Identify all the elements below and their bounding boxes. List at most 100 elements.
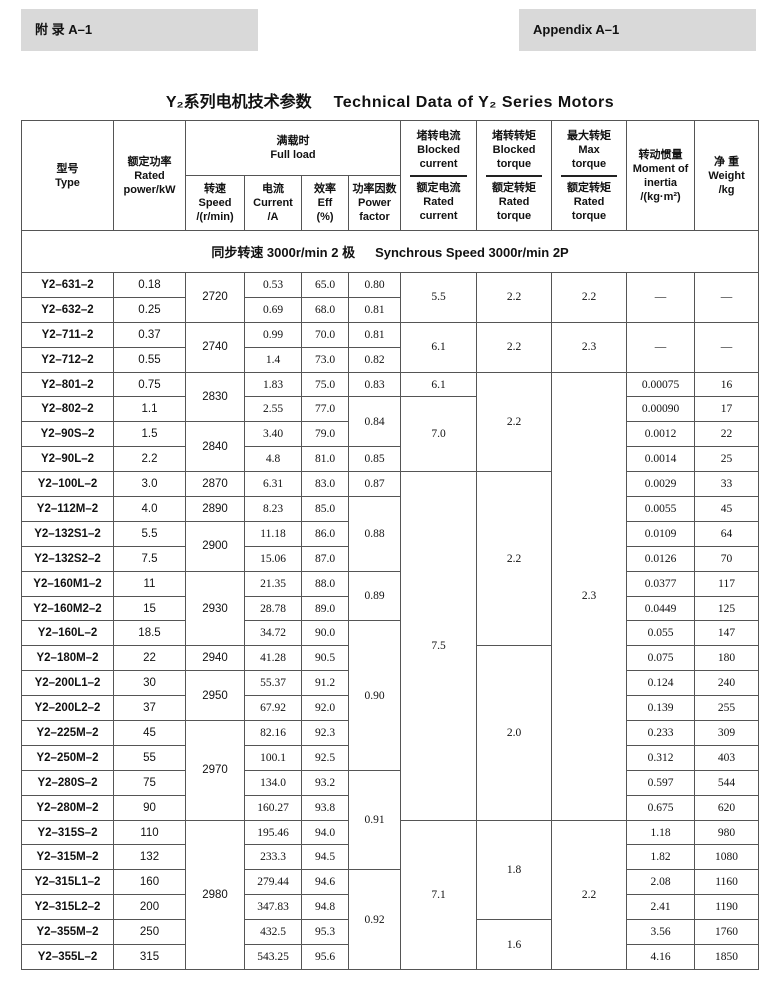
- cell-speed: 2980: [185, 819, 245, 970]
- cell-type: Y2–132S2–2: [21, 545, 114, 572]
- cell-eff: 90.5: [301, 645, 349, 672]
- cell-eff: 93.2: [301, 769, 349, 796]
- table-row: Y2–355M–2 250 432.5 95.3 1.6 3.56 1760: [21, 919, 760, 970]
- cell-power-factor: 0.85: [347, 446, 402, 473]
- appendix-label-cn: 附 录 A–1: [21, 9, 258, 51]
- table-row: Y2–90L–2 2.2 4.8 81.0 0.85 0.0014 25: [21, 446, 760, 473]
- cell-inertia: 0.312: [626, 744, 696, 771]
- cell-inertia: 0.0449: [626, 595, 696, 622]
- cell-eff: 77.0: [301, 396, 349, 423]
- cell-inertia: 0.0055: [626, 496, 696, 522]
- cell-inertia: —: [626, 321, 696, 373]
- cell-power: 315: [113, 944, 186, 970]
- cell-inertia: 0.124: [626, 670, 696, 697]
- header-blocked-current: 堵转电流 Blocked current 额定电流 Rated current: [400, 120, 478, 231]
- cell-type: Y2–200L2–2: [21, 695, 114, 722]
- cell-blocked-torque: 2.2: [476, 272, 553, 323]
- table-row: Y2–712–2 0.55 1.4 73.0 0.82: [21, 346, 759, 373]
- cell-blocked-current: 7.5: [400, 471, 478, 821]
- header-full-load: 满载时 Full load: [184, 120, 402, 176]
- table-row: Y2–711–2 0.37 2740 0.99 70.0 0.81 6.1 2.2 2.3— —: [21, 321, 760, 373]
- cell-current: 8.23: [244, 496, 302, 522]
- fraction-bar: [486, 174, 542, 177]
- cell-power: 75: [113, 769, 186, 796]
- cell-type: Y2–355M–2: [21, 919, 114, 946]
- cell-eff: 65.0: [301, 272, 349, 298]
- cell-power-factor: 0.92: [347, 869, 402, 970]
- cell-power: 90: [113, 794, 186, 821]
- cell-power: 45: [113, 720, 186, 746]
- cell-eff: 83.0: [301, 471, 349, 498]
- cell-type: Y2–132S1–2: [21, 520, 114, 547]
- header-speed: 转速 Speed/(r/min): [185, 175, 245, 231]
- cell-type: Y2–315M–2: [21, 844, 114, 871]
- cell-power-factor: 0.81: [347, 321, 402, 348]
- cell-current: 1.83: [244, 371, 302, 398]
- cell-eff: 93.8: [301, 794, 349, 821]
- cell-eff: 86.0: [301, 520, 349, 547]
- cell-inertia: 2.41: [626, 894, 696, 921]
- cell-type: Y2–160L–2: [21, 620, 114, 647]
- cell-power: 0.37: [113, 321, 186, 348]
- cell-inertia: 0.139: [626, 695, 696, 722]
- cell-eff: 85.0: [301, 496, 349, 522]
- header-type: 型号 Type: [21, 120, 114, 231]
- table-row: Y2–801–2 0.75 2830 1.83 75.0 0.83 6.1 2.2 2.3 0.0…: [21, 371, 760, 821]
- cell-weight: 64: [694, 520, 760, 547]
- header-max-torque: 最大转矩 Max torque 额定转矩 Rated torque: [551, 120, 628, 231]
- cell-blocked-torque: 2.2: [476, 471, 553, 647]
- table-row: Y2–180M–2 22 2940 41.28 90.5 2.0 0.075 180: [21, 645, 760, 821]
- cell-current: 34.72: [244, 620, 302, 647]
- cell-power: 30: [113, 670, 186, 697]
- table-row: Y2–315L2–2 200 347.83 94.8 2.41 1190: [21, 894, 760, 921]
- table-row: Y2–160M2–2 15 28.78 89.0 0.0449 125: [21, 595, 760, 622]
- cell-type: Y2–112M–2: [21, 496, 114, 522]
- cell-current: 543.25: [244, 944, 302, 970]
- appendix-label-en: Appendix A–1: [519, 9, 756, 51]
- table-row: Y2–280S–2 75 134.0 93.2 0.91 0.597 544: [21, 769, 760, 871]
- cell-weight: 980: [694, 819, 760, 846]
- cell-eff: 94.8: [301, 894, 349, 921]
- cell-type: Y2–315L2–2: [21, 894, 114, 921]
- cell-inertia: 1.18: [626, 819, 696, 846]
- cell-inertia: 1.82: [626, 844, 696, 871]
- title-cn: Y₂系列电机技术参数: [165, 94, 312, 111]
- cell-speed: 2890: [185, 496, 245, 522]
- motor-data-table: 型号 Type 额定功率 Rated power/kW 满载时 Full load 堵转…: [20, 120, 760, 970]
- table-row: Y2–315M–2 132 233.3 94.5 1.82 1080: [21, 844, 760, 871]
- cell-power-factor: 0.90: [347, 620, 402, 771]
- cell-weight: 16: [694, 371, 760, 398]
- cell-blocked-current: 6.1: [400, 371, 478, 398]
- cell-speed: 2870: [185, 471, 245, 498]
- cell-weight: 1850: [694, 944, 760, 970]
- cell-power: 55: [113, 744, 186, 771]
- table-row: Y2–225M–2 45 2970 82.16 92.3 0.233 309: [21, 720, 760, 821]
- cell-current: 0.99: [244, 321, 302, 348]
- cell-power: 250: [113, 919, 186, 946]
- cell-power: 0.18: [113, 272, 186, 298]
- cell-current: 134.0: [244, 769, 302, 796]
- cell-power: 3.0: [113, 471, 186, 498]
- cell-power: 1.1: [113, 396, 186, 423]
- header-weight: 净 重 Weight/kg: [694, 120, 760, 231]
- cell-inertia: 0.0014: [626, 446, 696, 473]
- cell-inertia: 0.00090: [626, 396, 696, 423]
- cell-blocked-torque: 2.0: [476, 645, 553, 821]
- cell-eff: 73.0: [301, 346, 349, 373]
- cell-eff: 90.0: [301, 620, 349, 647]
- cell-inertia: 2.08: [626, 869, 696, 896]
- cell-power: 160: [113, 869, 186, 896]
- cell-current: 0.69: [244, 296, 302, 323]
- cell-blocked-torque: 1.8: [476, 819, 553, 921]
- cell-weight: —: [694, 321, 760, 373]
- cell-max-torque: 2.2: [551, 819, 628, 970]
- cell-eff: 92.3: [301, 720, 349, 746]
- cell-inertia: 0.055: [626, 620, 696, 647]
- fraction-bar: [410, 174, 467, 177]
- cell-current: 0.53: [244, 272, 302, 298]
- cell-power: 37: [113, 695, 186, 722]
- table-row: Y2–315L1–2 160 279.44 94.6 0.92 2.08 1160: [21, 869, 760, 970]
- cell-power-factor: 0.91: [347, 769, 402, 871]
- cell-power: 1.5: [113, 421, 186, 448]
- cell-power: 2.2: [113, 446, 186, 473]
